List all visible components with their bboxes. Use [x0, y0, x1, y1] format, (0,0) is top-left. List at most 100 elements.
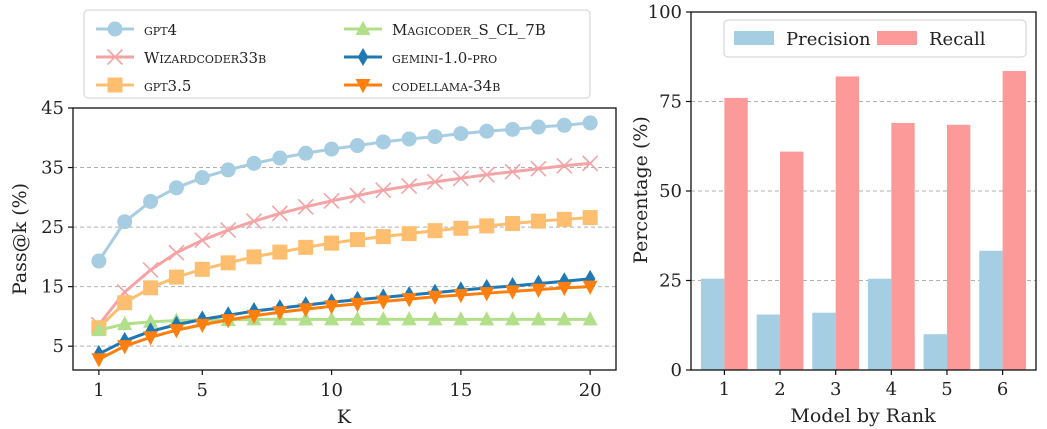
data-point	[530, 311, 546, 326]
recall-bar	[835, 76, 860, 370]
data-point	[427, 129, 443, 145]
data-point	[194, 170, 210, 186]
data-point	[91, 253, 107, 269]
data-point	[143, 193, 159, 209]
data-point	[479, 287, 495, 302]
data-point	[349, 138, 365, 154]
bar-chart-legend-entries: Precision Recall	[734, 29, 986, 50]
data-point	[556, 157, 573, 174]
data-point	[91, 321, 107, 337]
bar-chart-bars	[701, 71, 1026, 371]
data-point	[117, 315, 133, 331]
bar-chart-y-tick-label: 100	[648, 2, 682, 23]
data-point	[168, 324, 184, 339]
data-point	[556, 281, 572, 297]
bar-chart-legend: Precision Recall	[723, 19, 1027, 58]
legend-label: Wizardcoder33b	[144, 49, 266, 67]
precision-bar	[979, 250, 1003, 370]
data-point	[582, 155, 599, 172]
precision-bar	[812, 312, 836, 370]
legend-label: Precision	[786, 29, 871, 50]
data-point	[324, 141, 340, 157]
data-point	[272, 306, 288, 321]
data-point	[505, 285, 521, 300]
line-chart-y-axis-label: Pass@k (%)	[9, 183, 31, 295]
data-point	[245, 213, 263, 230]
bar-chart-y-tick-label: 0	[671, 360, 682, 381]
data-point	[582, 210, 598, 226]
line-chart-x-tick-label: 5	[197, 380, 208, 401]
bar-chart-y-tick-label: 50	[659, 181, 682, 202]
data-point	[530, 160, 547, 177]
data-point	[168, 244, 185, 261]
line-chart-y-tick-label: 5	[53, 336, 64, 357]
data-point	[427, 290, 443, 306]
data-point	[530, 283, 546, 298]
data-point	[375, 134, 391, 150]
data-point	[298, 145, 314, 161]
line-chart-y-tick-label: 35	[41, 158, 64, 179]
data-point	[349, 311, 365, 326]
legend-marker	[107, 77, 123, 93]
data-point	[453, 126, 469, 142]
data-point	[271, 205, 288, 222]
bar-chart-y-tick-label: 75	[659, 92, 682, 113]
data-point	[479, 123, 495, 139]
line-chart-series	[90, 115, 599, 368]
data-point	[220, 255, 236, 271]
data-point	[117, 340, 133, 355]
legend-marker	[357, 48, 369, 66]
data-point	[479, 218, 495, 234]
line-chart-x-tick-label: 1	[93, 380, 104, 401]
data-point	[505, 121, 521, 137]
data-point	[194, 318, 210, 333]
data-point	[479, 311, 495, 326]
data-point	[246, 309, 262, 325]
data-point	[194, 261, 210, 277]
data-point	[426, 173, 444, 190]
data-point	[401, 293, 417, 308]
data-point	[452, 170, 469, 187]
line-chart-x-tick-label: 15	[449, 380, 472, 401]
data-point	[194, 232, 211, 249]
data-point	[297, 198, 314, 215]
data-point	[298, 239, 314, 255]
bar-chart-x-tick-label: 4	[886, 379, 897, 400]
data-point	[91, 353, 107, 368]
legend-swatch	[734, 31, 774, 45]
data-point	[298, 311, 314, 326]
recall-bar	[1002, 71, 1026, 370]
bar-chart-x-ticks: 1 2 3 4 5 6	[719, 370, 1008, 400]
data-point	[453, 220, 469, 236]
data-point	[401, 226, 417, 242]
line-chart-x-axis-label: K	[337, 406, 352, 428]
recall-bar	[946, 124, 971, 371]
data-point	[220, 222, 237, 239]
data-point	[246, 155, 262, 171]
data-point	[582, 280, 598, 295]
line-chart-legend: gpt4 Wizardcoder33b gpt3.5 Magicoder_S_CL_7…	[83, 9, 591, 99]
bar-chart: 1 2 3 4 5 6 0 25 50 75 100 Model by Rank Percenta…	[630, 2, 1037, 427]
data-point	[504, 163, 521, 180]
data-point	[375, 182, 392, 199]
data-point	[142, 261, 159, 279]
data-point	[478, 166, 495, 183]
data-point	[556, 311, 572, 326]
data-point	[324, 300, 340, 315]
bar-chart-x-tick-label: 6	[997, 379, 1008, 400]
bar-chart-x-tick-label: 3	[830, 379, 841, 400]
bar-chart-x-axis-label: Model by Rank	[790, 405, 936, 427]
data-point	[505, 311, 521, 326]
data-point	[324, 235, 340, 251]
bar-chart-x-tick-label: 1	[719, 379, 730, 400]
line-chart-x-tick-label: 20	[579, 380, 602, 401]
bar-chart-y-ticks: 0 25 50 75 100	[648, 2, 691, 381]
data-point	[556, 211, 572, 227]
line-chart-x-ticks: 1 5 10 15 20	[93, 370, 602, 401]
series-line	[97, 161, 591, 326]
data-point	[453, 288, 469, 304]
legend-label: gpt3.5	[144, 77, 191, 95]
data-point	[117, 295, 133, 311]
legend-marker	[106, 48, 124, 66]
data-point	[349, 297, 365, 313]
